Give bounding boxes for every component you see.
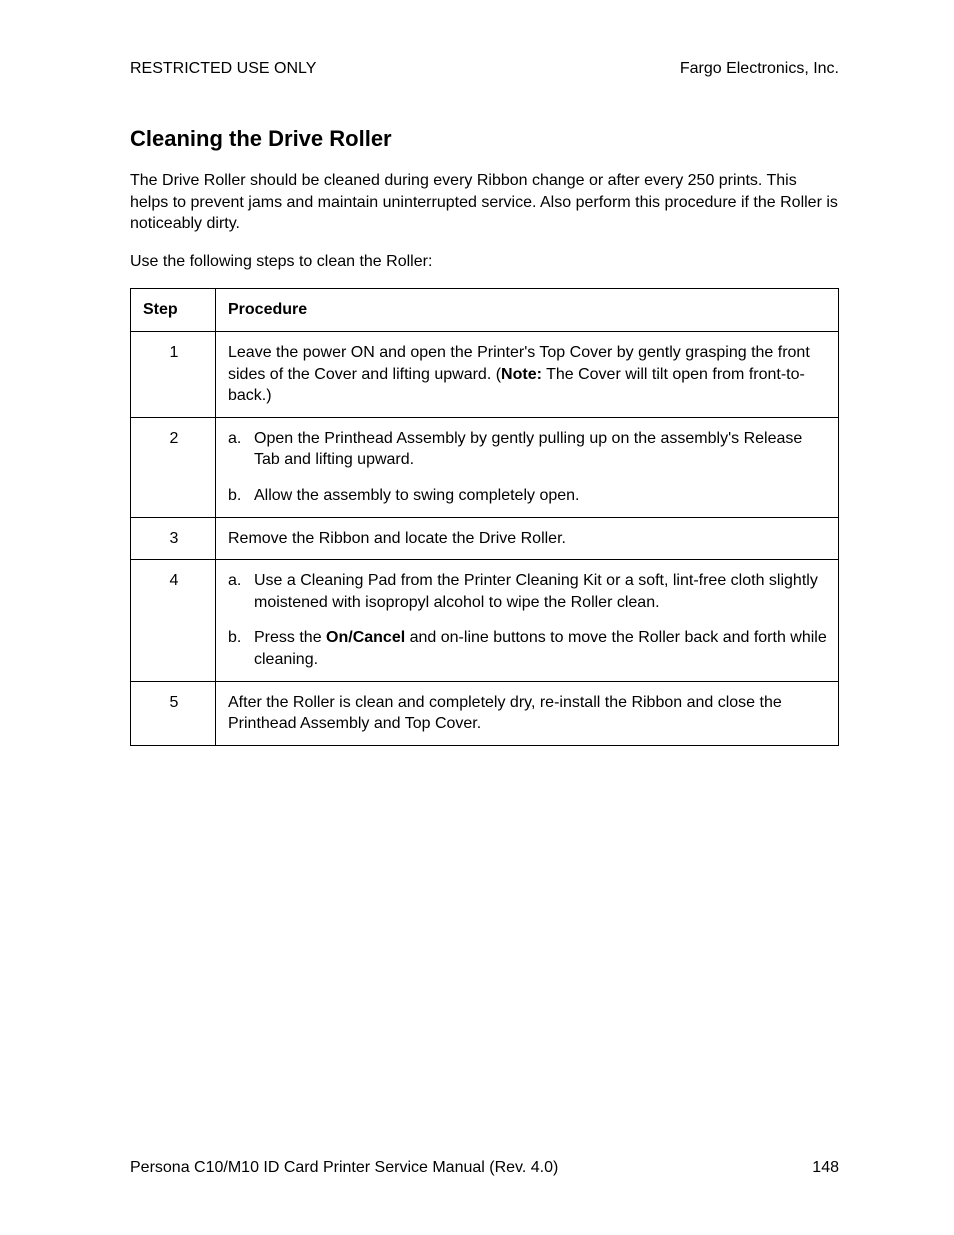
procedure-table: Step Procedure 1 Leave the power ON and … [130,288,839,745]
page-number: 148 [812,1159,839,1177]
step-procedure: Remove the Ribbon and locate the Drive R… [216,517,839,560]
section-title: Cleaning the Drive Roller [130,126,839,152]
substep-label: a. [228,570,254,613]
substep: a. Use a Cleaning Pad from the Printer C… [228,570,828,613]
step-number: 3 [131,517,216,560]
substep-text: Use a Cleaning Pad from the Printer Clea… [254,570,828,613]
step-number: 2 [131,417,216,517]
substep: a. Open the Printhead Assembly by gently… [228,428,828,471]
substep-text: Open the Printhead Assembly by gently pu… [254,428,828,471]
table-row: 5 After the Roller is clean and complete… [131,681,839,745]
step-number: 1 [131,331,216,417]
substep-label: a. [228,428,254,471]
intro-paragraph: The Drive Roller should be cleaned durin… [130,170,839,235]
header-right: Fargo Electronics, Inc. [680,60,839,78]
table-header-row: Step Procedure [131,289,839,332]
col-step-header: Step [131,289,216,332]
step-number: 5 [131,681,216,745]
substep-label: b. [228,627,254,670]
table-row: 3 Remove the Ribbon and locate the Drive… [131,517,839,560]
table-row: 1 Leave the power ON and open the Printe… [131,331,839,417]
substep-text: Press the On/Cancel and on-line buttons … [254,627,828,670]
substep-label: b. [228,485,254,507]
step-procedure: Leave the power ON and open the Printer'… [216,331,839,417]
oncancel-bold: On/Cancel [326,629,405,646]
header-left: RESTRICTED USE ONLY [130,60,316,78]
substep: b. Allow the assembly to swing completel… [228,485,828,507]
table-row: 2 a. Open the Printhead Assembly by gent… [131,417,839,517]
page-header: RESTRICTED USE ONLY Fargo Electronics, I… [130,60,839,78]
step-procedure: After the Roller is clean and completely… [216,681,839,745]
page-footer: Persona C10/M10 ID Card Printer Service … [130,1159,839,1177]
step-procedure: a. Open the Printhead Assembly by gently… [216,417,839,517]
substep: b. Press the On/Cancel and on-line butto… [228,627,828,670]
footer-left: Persona C10/M10 ID Card Printer Service … [130,1159,558,1177]
page: RESTRICTED USE ONLY Fargo Electronics, I… [0,0,954,1235]
step-number: 4 [131,560,216,681]
table-row: 4 a. Use a Cleaning Pad from the Printer… [131,560,839,681]
col-procedure-header: Procedure [216,289,839,332]
lead-paragraph: Use the following steps to clean the Rol… [130,251,839,273]
step-procedure: a. Use a Cleaning Pad from the Printer C… [216,560,839,681]
substep-text: Allow the assembly to swing completely o… [254,485,828,507]
note-bold: Note: [501,366,542,383]
